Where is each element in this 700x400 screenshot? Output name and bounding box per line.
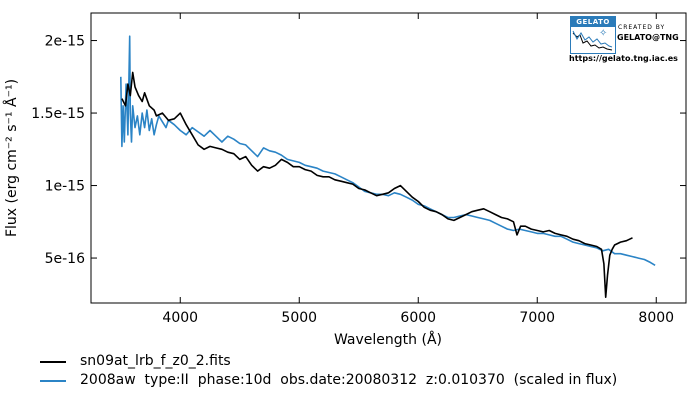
- star-icon: ✧: [599, 28, 607, 39]
- y-axis-label: Flux (erg cm⁻² s⁻¹ Å⁻¹): [3, 79, 20, 237]
- legend: sn09at_lrb_f_z0_2.fits 2008aw type:II ph…: [40, 352, 617, 390]
- gelato-logo: GELATO ✧ CREATED BY GELATO@TNG https://g…: [569, 15, 684, 65]
- y-tick-label: 1.5e-15: [31, 106, 85, 122]
- legend-entry-observed: sn09at_lrb_f_z0_2.fits: [40, 352, 617, 371]
- logo-url: https://gelato.tng.iac.es: [569, 54, 678, 63]
- series-line-observed: [121, 71, 633, 299]
- y-axis: 5e-16 1e-15 1.5e-15 2e-15: [31, 34, 686, 267]
- y-tick-label: 5e-16: [45, 251, 85, 267]
- x-tick-label: 8000: [638, 310, 674, 326]
- legend-label-template: 2008aw type:II phase:10d obs.date:200803…: [80, 372, 618, 388]
- logo-created-by: CREATED BY: [618, 24, 666, 31]
- series-lines: [120, 35, 656, 299]
- legend-swatch-template: [40, 379, 66, 382]
- x-tick-label: 4000: [162, 310, 198, 326]
- legend-entry-template: 2008aw type:II phase:10d obs.date:200803…: [40, 371, 617, 390]
- x-tick-label: 7000: [519, 310, 555, 326]
- x-tick-label: 5000: [281, 310, 317, 326]
- spectrum-icon: ✧: [572, 28, 613, 51]
- x-tick-label: 6000: [400, 310, 436, 326]
- y-tick-label: 1e-15: [45, 179, 85, 195]
- series-line-template: [120, 35, 656, 266]
- logo-org-name: GELATO@TNG: [617, 33, 679, 42]
- legend-swatch-observed: [40, 360, 66, 363]
- x-axis: 4000 5000 6000 7000 8000: [162, 13, 674, 326]
- gelato-badge-title: GELATO: [571, 17, 615, 27]
- x-axis-label: Wavelength (Å): [334, 331, 442, 348]
- legend-label-observed: sn09at_lrb_f_z0_2.fits: [80, 353, 231, 369]
- gelato-badge: GELATO ✧: [570, 16, 616, 54]
- y-tick-label: 2e-15: [45, 34, 85, 50]
- plot-frame: [90, 12, 687, 304]
